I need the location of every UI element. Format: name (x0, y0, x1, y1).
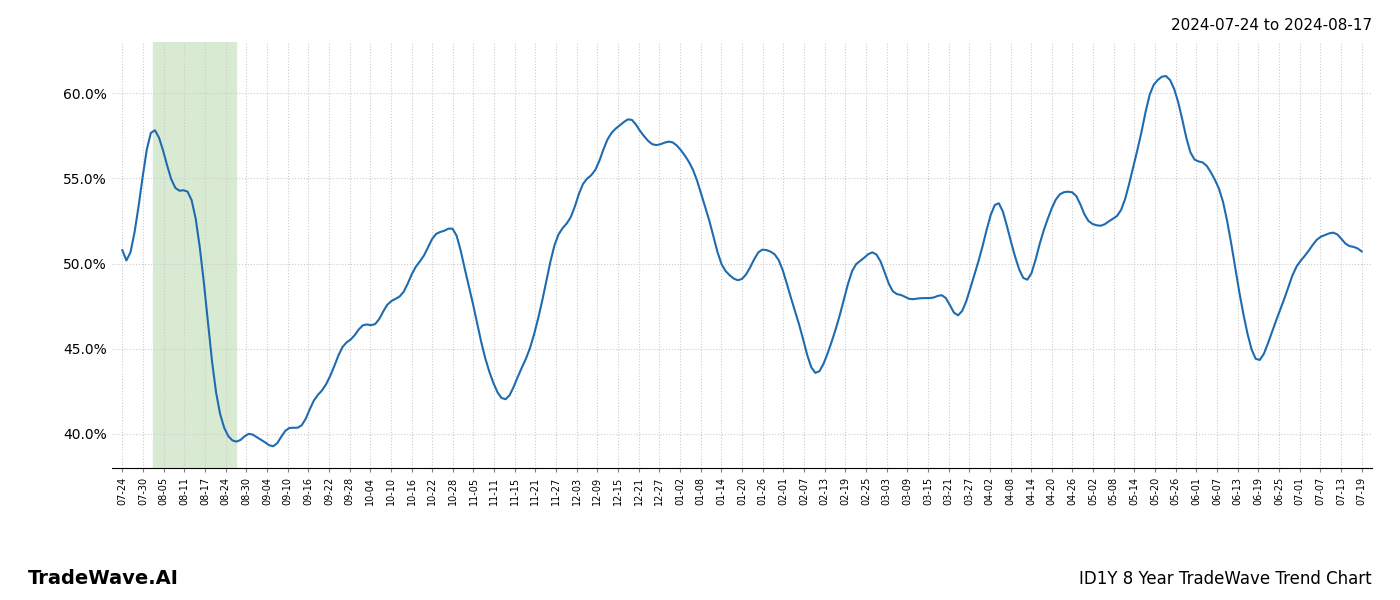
Text: TradeWave.AI: TradeWave.AI (28, 569, 179, 588)
Text: 2024-07-24 to 2024-08-17: 2024-07-24 to 2024-08-17 (1170, 18, 1372, 33)
Bar (154, 42, 237, 468)
Text: ID1Y 8 Year TradeWave Trend Chart: ID1Y 8 Year TradeWave Trend Chart (1079, 570, 1372, 588)
